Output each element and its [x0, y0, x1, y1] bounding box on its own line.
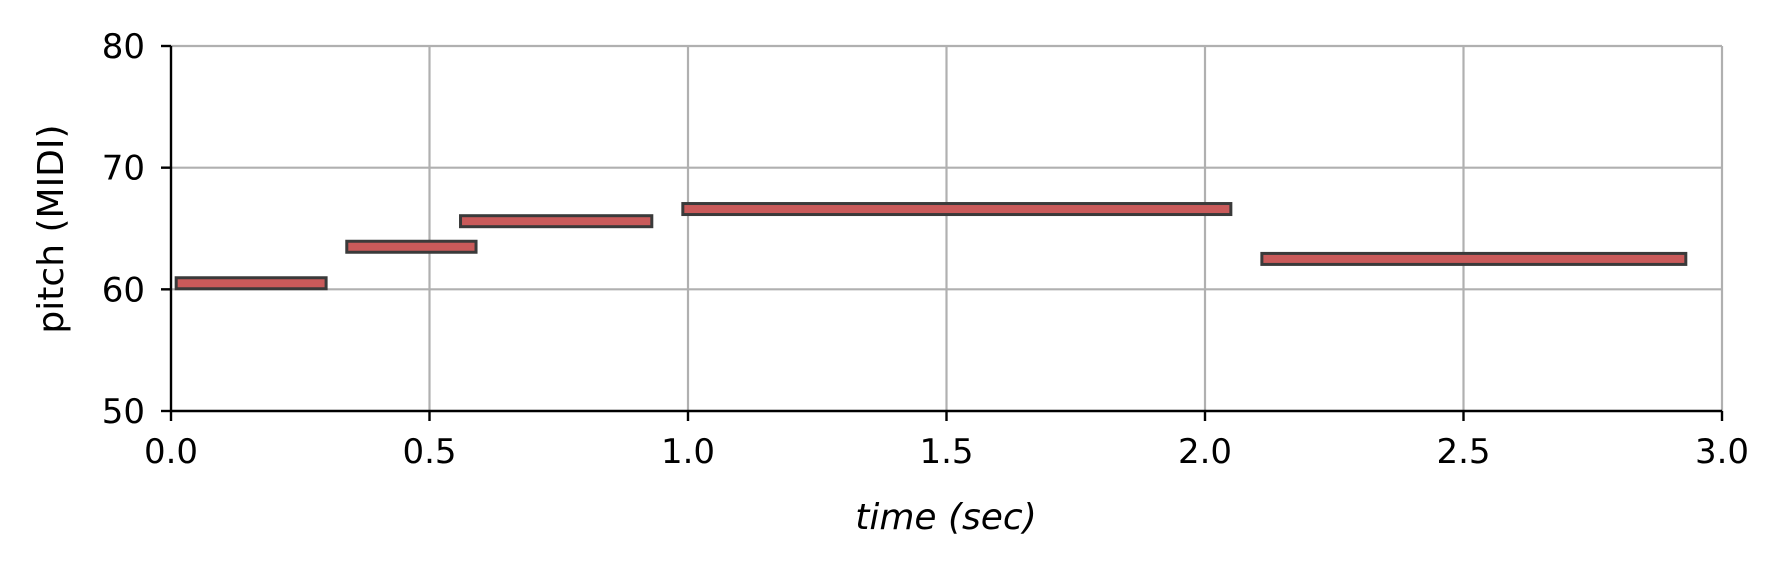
- note-bar: [1260, 251, 1688, 266]
- y-tick-label: 70: [102, 149, 145, 189]
- y-tick-label: 80: [102, 27, 145, 67]
- y-ticks: 50 60 70 80: [102, 27, 171, 432]
- x-axis-label: time (sec): [855, 497, 1037, 538]
- x-tick-label: 2.0: [1178, 432, 1232, 472]
- x-tick-label: 1.5: [919, 432, 973, 472]
- note-bars: [174, 202, 1688, 291]
- x-tick-label: 1.0: [661, 432, 715, 472]
- note-bar: [174, 276, 328, 291]
- x-tick-label: 0.0: [144, 432, 198, 472]
- note-bar: [345, 239, 478, 254]
- x-tick-label: 2.5: [1436, 432, 1490, 472]
- grid-lines: [171, 44, 1724, 411]
- note-bar: [681, 202, 1233, 217]
- x-ticks: 0.0 0.5 1.0 1.5 2.0 2.5 3.0: [144, 411, 1749, 472]
- y-tick-label: 60: [102, 270, 145, 310]
- note-bar: [459, 214, 654, 229]
- x-tick-label: 3.0: [1695, 432, 1749, 472]
- x-tick-label: 0.5: [402, 432, 456, 472]
- y-tick-label: 50: [102, 392, 145, 432]
- y-axis-label: pitch (MIDI): [31, 124, 72, 333]
